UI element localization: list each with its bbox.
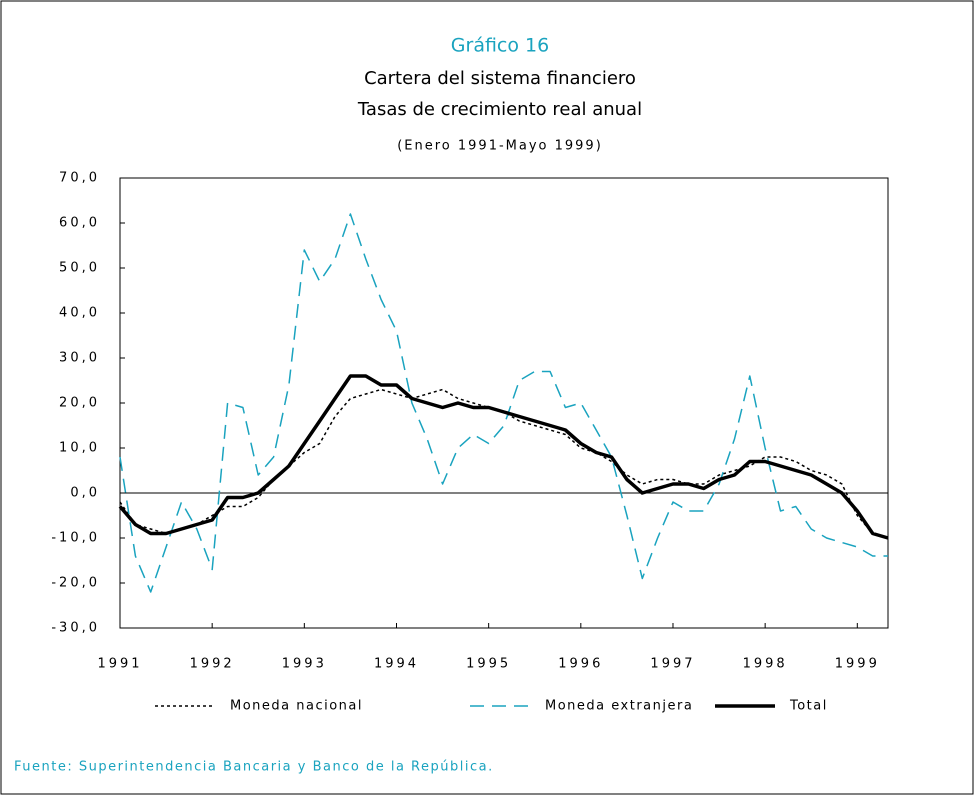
- y-tick-label: 60,0: [59, 216, 100, 231]
- x-tick-label: 1998: [743, 657, 788, 672]
- chart-title: Cartera del sistema financiero: [364, 68, 636, 89]
- legend-label: Moneda nacional: [230, 699, 363, 714]
- x-tick-label: 1992: [190, 657, 235, 672]
- period: (Enero 1991-Mayo 1999): [397, 139, 603, 154]
- y-tick-label: -20,0: [51, 576, 100, 591]
- legend-label: Moneda extranjera: [545, 699, 693, 714]
- source: Fuente: Superintendencia Bancaria y Banc…: [14, 760, 494, 775]
- x-tick-label: 1999: [835, 657, 880, 672]
- y-tick-label: 70,0: [59, 171, 100, 186]
- y-tick-label: 50,0: [59, 261, 100, 276]
- x-tick-label: 1993: [282, 657, 327, 672]
- plot-area: [119, 177, 889, 629]
- x-tick-label: 1996: [558, 657, 603, 672]
- y-tick-label: 40,0: [59, 306, 100, 321]
- y-tick-label: 10,0: [59, 441, 100, 456]
- legend-label: Total: [789, 699, 828, 714]
- series-line: [119, 213, 888, 593]
- x-tick-label: 1994: [374, 657, 419, 672]
- y-tick-label: 30,0: [59, 351, 100, 366]
- y-tick-label: 0,0: [70, 486, 100, 501]
- x-tick-label: 1997: [650, 657, 695, 672]
- series-line: [118, 374, 889, 540]
- chart-label: Gráfico 16: [451, 35, 549, 57]
- y-tick-label: 20,0: [59, 396, 100, 411]
- y-tick-label: -10,0: [51, 531, 100, 546]
- chart-subtitle: Tasas de crecimiento real anual: [357, 99, 642, 120]
- x-tick-label: 1995: [466, 657, 511, 672]
- x-tick-label: 1991: [97, 657, 142, 672]
- y-tick-label: -30,0: [51, 621, 100, 636]
